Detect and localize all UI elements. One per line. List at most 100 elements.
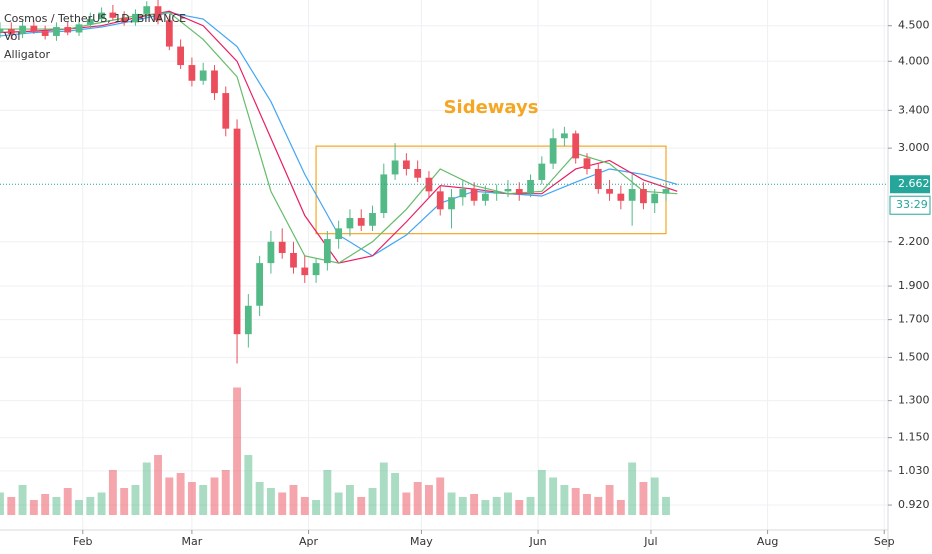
volume-bar xyxy=(0,492,4,515)
candle-body xyxy=(504,189,512,192)
volume-bar xyxy=(594,497,603,515)
volume-bar xyxy=(199,485,208,515)
candle-body xyxy=(470,189,478,201)
volume-bar xyxy=(210,477,219,515)
y-tick-label: 4.000 xyxy=(898,54,930,67)
volume-bar xyxy=(278,492,287,515)
volume-bar xyxy=(458,497,467,515)
volume-bar xyxy=(492,497,501,515)
candle-body xyxy=(640,189,647,204)
candle-body xyxy=(493,191,501,194)
volume-bar xyxy=(323,470,332,515)
candle-body xyxy=(606,189,613,194)
annotation-text: Sideways xyxy=(444,97,539,118)
volume-bar xyxy=(357,497,366,515)
candle-layer xyxy=(0,0,670,364)
candle-body xyxy=(109,12,117,18)
volume-bar xyxy=(233,387,242,515)
candle-body xyxy=(662,189,670,194)
legend-volume: Vol xyxy=(4,30,20,43)
volume-bar xyxy=(481,500,490,515)
candle-body xyxy=(132,13,139,23)
candle-body xyxy=(267,241,275,264)
x-tick-label: Apr xyxy=(299,535,319,548)
volume-bar xyxy=(470,494,479,515)
x-tick-label: Jul xyxy=(643,535,657,548)
volume-bar xyxy=(63,488,72,515)
candle-body xyxy=(651,193,659,204)
y-tick-label: 3.000 xyxy=(898,141,930,154)
volume-bar xyxy=(515,500,524,515)
volume-bar xyxy=(97,492,106,515)
candle-body xyxy=(290,252,297,268)
volume-bar xyxy=(142,462,151,515)
candle-body xyxy=(515,189,523,194)
volume-bar xyxy=(436,477,445,515)
candle-body xyxy=(41,31,49,36)
candle-body xyxy=(538,163,546,180)
candle-body xyxy=(369,213,376,226)
x-tick-label: Sep xyxy=(874,535,895,548)
y-tick-label: 4.500 xyxy=(898,19,930,32)
volume-bar xyxy=(583,494,591,515)
candle-body xyxy=(278,241,286,253)
candle-body xyxy=(312,263,320,276)
volume-bar xyxy=(29,500,38,515)
candle-body xyxy=(86,19,94,25)
last-price-label: 2.662 xyxy=(898,177,930,190)
candle-body xyxy=(7,29,15,34)
volume-bar xyxy=(176,473,185,515)
volume-bar xyxy=(413,482,422,515)
volume-bar xyxy=(266,488,275,515)
y-tick-label: 1.500 xyxy=(898,350,930,363)
volume-bar xyxy=(616,500,625,515)
candle-body xyxy=(177,46,184,66)
candle-body xyxy=(222,93,230,129)
candle-body xyxy=(380,174,388,214)
candle-body xyxy=(165,20,173,47)
candle-body xyxy=(391,160,399,175)
candle-body xyxy=(402,160,410,169)
candle-body xyxy=(120,17,128,23)
x-tick-label: Mar xyxy=(182,535,203,548)
volume-bar xyxy=(165,477,174,515)
volume-bar xyxy=(18,485,27,515)
x-tick-label: Feb xyxy=(73,535,92,548)
candle-body xyxy=(561,133,568,139)
candle-body xyxy=(30,25,38,32)
axis-layer: 4.500 4.000 3.400 3.000 2.200 1.900 1.700 1.500… xyxy=(0,19,931,548)
y-tick-label: 1.030 xyxy=(898,464,930,477)
countdown-label: 33:29 xyxy=(896,198,928,211)
volume-bar xyxy=(571,488,580,515)
volume-bar xyxy=(312,500,321,515)
candle-body xyxy=(617,193,625,201)
candle-body xyxy=(583,158,591,169)
volume-bar xyxy=(289,485,298,515)
candle-body xyxy=(425,177,433,192)
volume-bar xyxy=(86,497,95,515)
candle-body xyxy=(244,305,252,335)
legend-symbol: Cosmos / TetherUS, 1D, BINANCE xyxy=(4,12,186,25)
volume-bar xyxy=(255,482,264,515)
volume-bar xyxy=(120,488,129,515)
candle-body xyxy=(0,29,4,33)
candle-body xyxy=(143,6,151,14)
volume-bar xyxy=(187,482,196,515)
volume-bar xyxy=(368,488,377,515)
candle-body xyxy=(549,138,557,164)
x-tick-label: May xyxy=(410,535,433,548)
candle-body xyxy=(188,65,196,81)
volume-bar xyxy=(549,477,558,515)
volume-bar xyxy=(391,473,400,515)
candle-body xyxy=(64,27,72,33)
candle-body xyxy=(301,267,309,276)
volume-bar xyxy=(447,492,456,515)
candle-body xyxy=(414,168,422,178)
y-tick-label: 1.150 xyxy=(898,431,930,444)
volume-bar xyxy=(345,485,354,515)
candle-body xyxy=(233,128,241,335)
volume-bar xyxy=(300,497,309,515)
volume-bar xyxy=(221,470,230,515)
candle-body xyxy=(448,197,455,210)
